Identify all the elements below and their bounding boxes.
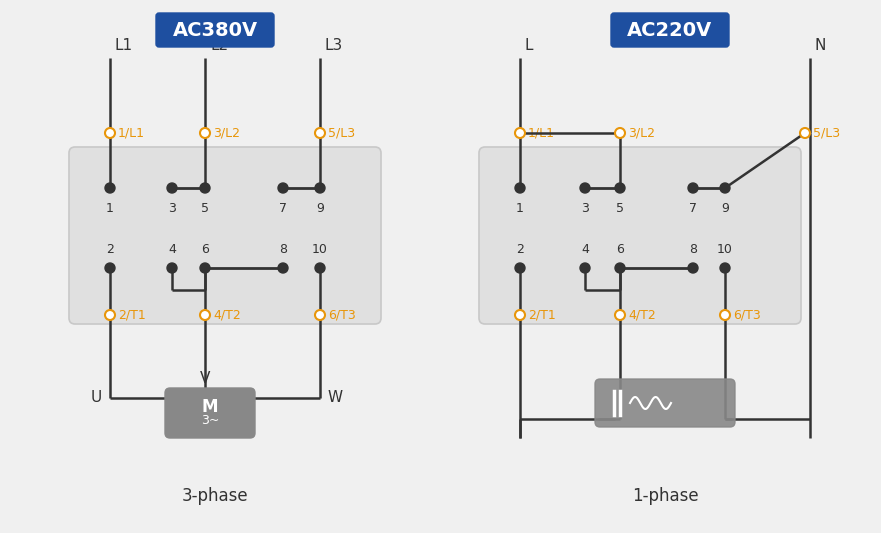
- Circle shape: [720, 310, 730, 320]
- Text: W: W: [328, 391, 343, 406]
- Text: 7: 7: [279, 202, 287, 215]
- Text: 1: 1: [106, 202, 114, 215]
- FancyBboxPatch shape: [611, 13, 729, 47]
- Circle shape: [615, 310, 625, 320]
- Text: 5: 5: [201, 202, 209, 215]
- Circle shape: [105, 310, 115, 320]
- Circle shape: [105, 128, 115, 138]
- Circle shape: [688, 263, 698, 273]
- Text: 5: 5: [616, 202, 624, 215]
- Text: 6/T3: 6/T3: [733, 309, 761, 321]
- Circle shape: [315, 128, 325, 138]
- Text: 8: 8: [689, 243, 697, 256]
- FancyBboxPatch shape: [69, 147, 381, 324]
- Text: 2/T1: 2/T1: [528, 309, 556, 321]
- Text: 2/T1: 2/T1: [118, 309, 145, 321]
- Circle shape: [515, 310, 525, 320]
- Text: 3: 3: [581, 202, 589, 215]
- Circle shape: [615, 263, 625, 273]
- Circle shape: [580, 263, 590, 273]
- Text: 10: 10: [312, 243, 328, 256]
- Text: 4: 4: [581, 243, 589, 256]
- FancyBboxPatch shape: [595, 379, 735, 427]
- Text: 3/L2: 3/L2: [213, 126, 240, 140]
- Circle shape: [200, 183, 210, 193]
- Text: 9: 9: [316, 202, 324, 215]
- FancyBboxPatch shape: [156, 13, 274, 47]
- Circle shape: [167, 263, 177, 273]
- Circle shape: [615, 183, 625, 193]
- Circle shape: [580, 183, 590, 193]
- FancyBboxPatch shape: [479, 147, 801, 324]
- Text: M: M: [202, 398, 218, 416]
- Circle shape: [720, 183, 730, 193]
- Text: 6: 6: [201, 243, 209, 256]
- Text: 8: 8: [279, 243, 287, 256]
- Text: 5/L3: 5/L3: [813, 126, 840, 140]
- Text: 2: 2: [106, 243, 114, 256]
- Text: AC380V: AC380V: [173, 20, 257, 39]
- Circle shape: [200, 310, 210, 320]
- Circle shape: [515, 263, 525, 273]
- Text: 1/L1: 1/L1: [118, 126, 145, 140]
- Text: 5/L3: 5/L3: [328, 126, 355, 140]
- Circle shape: [167, 183, 177, 193]
- Text: 7: 7: [689, 202, 697, 215]
- Text: 4: 4: [168, 243, 176, 256]
- Circle shape: [720, 263, 730, 273]
- Circle shape: [515, 183, 525, 193]
- Text: U: U: [91, 391, 102, 406]
- Circle shape: [315, 263, 325, 273]
- Circle shape: [105, 183, 115, 193]
- Text: L: L: [525, 38, 534, 53]
- Text: 3-phase: 3-phase: [181, 487, 248, 505]
- Text: AC220V: AC220V: [627, 20, 713, 39]
- Text: 1/L1: 1/L1: [528, 126, 555, 140]
- FancyBboxPatch shape: [165, 388, 255, 438]
- Circle shape: [615, 128, 625, 138]
- Circle shape: [200, 128, 210, 138]
- Circle shape: [105, 263, 115, 273]
- Circle shape: [800, 128, 810, 138]
- Text: 4/T2: 4/T2: [628, 309, 655, 321]
- Circle shape: [278, 263, 288, 273]
- Text: 9: 9: [721, 202, 729, 215]
- Text: L3: L3: [325, 38, 344, 53]
- Text: 3: 3: [168, 202, 176, 215]
- Text: L2: L2: [210, 38, 228, 53]
- Text: 3/L2: 3/L2: [628, 126, 655, 140]
- Text: 1: 1: [516, 202, 524, 215]
- Text: 3~: 3~: [201, 414, 219, 426]
- Circle shape: [315, 310, 325, 320]
- Text: 6: 6: [616, 243, 624, 256]
- Text: 10: 10: [717, 243, 733, 256]
- Text: L1: L1: [115, 38, 133, 53]
- Text: V: V: [200, 371, 211, 386]
- Circle shape: [688, 183, 698, 193]
- Circle shape: [515, 128, 525, 138]
- Text: 6/T3: 6/T3: [328, 309, 356, 321]
- Text: N: N: [815, 38, 826, 53]
- Text: 1-phase: 1-phase: [632, 487, 699, 505]
- Circle shape: [278, 183, 288, 193]
- Circle shape: [315, 183, 325, 193]
- Text: 2: 2: [516, 243, 524, 256]
- Circle shape: [200, 263, 210, 273]
- Text: 4/T2: 4/T2: [213, 309, 241, 321]
